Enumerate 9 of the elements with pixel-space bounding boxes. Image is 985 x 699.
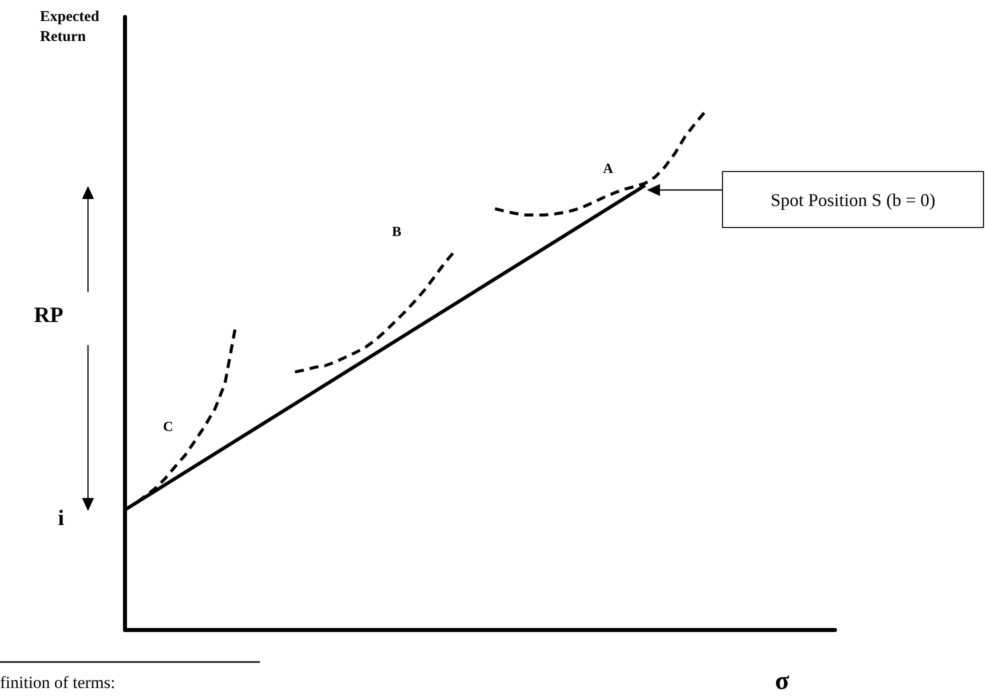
text: i (58, 505, 64, 530)
annotation: A (603, 162, 614, 177)
text: RP (34, 302, 64, 327)
annotation: B (392, 225, 402, 240)
text: finition of terms: (0, 673, 116, 692)
y-axis-title: Expected Return (40, 8, 100, 46)
annotation: C (163, 420, 174, 435)
annotation: Spot Position S (b = 0) (722, 171, 984, 228)
x-axis-title: σ (775, 666, 790, 695)
